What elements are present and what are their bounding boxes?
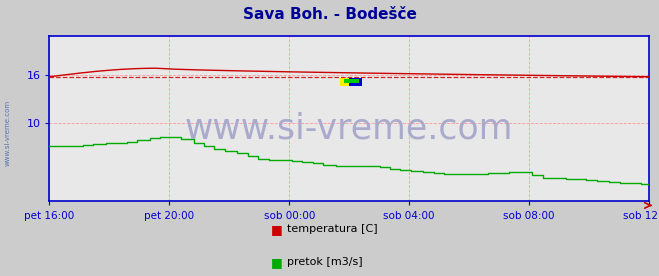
Text: www.si-vreme.com: www.si-vreme.com <box>185 112 513 146</box>
Text: ■: ■ <box>271 222 283 236</box>
Text: Sava Boh. - Bodešče: Sava Boh. - Bodešče <box>243 7 416 22</box>
Bar <box>349 78 362 86</box>
Bar <box>344 79 359 83</box>
Bar <box>339 78 357 86</box>
Text: pretok [m3/s]: pretok [m3/s] <box>287 257 362 267</box>
Text: ■: ■ <box>271 256 283 269</box>
Text: www.si-vreme.com: www.si-vreme.com <box>5 99 11 166</box>
Text: temperatura [C]: temperatura [C] <box>287 224 378 234</box>
